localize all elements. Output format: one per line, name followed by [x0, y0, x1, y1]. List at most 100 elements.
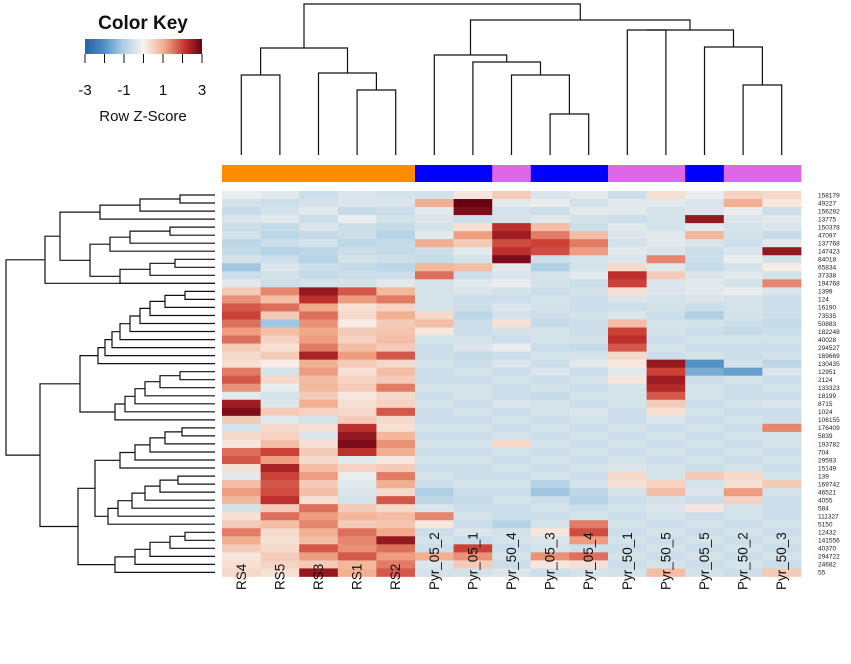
heatmap-cell — [762, 359, 802, 369]
heatmap-cell — [723, 223, 763, 232]
row-label: 182248 — [818, 329, 840, 336]
heatmap-cell — [685, 504, 725, 513]
row-dendrogram-branch — [179, 371, 215, 381]
heatmap-cell — [222, 568, 261, 577]
heatmap-cell — [646, 247, 686, 256]
heatmap-cell — [685, 327, 725, 336]
heatmap-cell — [492, 560, 532, 569]
heatmap-cell — [260, 423, 300, 433]
heatmap-cell — [569, 223, 609, 232]
heatmap-cell — [337, 568, 377, 577]
heatmap-cell — [685, 568, 725, 577]
row-dendrogram-branch — [149, 300, 215, 317]
group-bar-segment — [762, 165, 802, 182]
heatmap-cell — [762, 504, 802, 513]
heatmap-cell — [646, 415, 686, 425]
column-label: RS2 — [388, 564, 403, 590]
heatmap-cell — [299, 415, 339, 425]
heatmap-cell — [762, 560, 802, 569]
heatmap-cell — [762, 319, 802, 328]
heatmap-cell — [299, 480, 339, 489]
heatmap-cell — [646, 255, 686, 264]
heatmap-cell — [492, 191, 532, 200]
heatmap-cell — [453, 488, 493, 497]
group-bar-segment — [222, 165, 261, 182]
heatmap-cell — [762, 351, 802, 361]
heatmap-cell — [453, 439, 493, 449]
heatmap-cell — [608, 191, 647, 200]
heatmap-cell — [415, 319, 454, 328]
heatmap-cell — [260, 255, 300, 264]
heatmap-cell — [762, 191, 802, 200]
row-label: 294527 — [818, 345, 840, 352]
heatmap-cell — [685, 431, 725, 441]
heatmap-cell — [260, 504, 300, 513]
heatmap-cell — [492, 239, 532, 248]
heatmap-cell — [685, 407, 725, 417]
heatmap-cell — [762, 464, 802, 473]
heatmap-cell — [685, 439, 725, 449]
heatmap-cell — [762, 207, 802, 216]
heatmap-cell — [222, 423, 261, 433]
heatmap-cell — [685, 303, 725, 312]
heatmap-cell — [453, 383, 493, 393]
heatmap-cell — [415, 247, 454, 256]
heatmap-cell — [260, 439, 300, 449]
heatmap-cell — [492, 375, 532, 385]
heatmap-cell — [685, 560, 725, 569]
heatmap-cell — [762, 552, 802, 561]
heatmap-cell — [337, 215, 377, 224]
heatmap-cell — [569, 520, 609, 529]
heatmap-cell — [299, 191, 339, 200]
group-bar-segment — [569, 165, 609, 182]
group-bar-segment — [492, 165, 532, 182]
heatmap-cell — [492, 464, 532, 473]
heatmap-cell — [337, 423, 377, 433]
heatmap-cells — [222, 191, 802, 577]
heatmap-cell — [376, 247, 416, 256]
row-label: 12951 — [818, 369, 836, 376]
heatmap-cell — [337, 239, 377, 248]
heatmap-cell — [299, 423, 339, 433]
column-dendrogram-branch — [646, 29, 735, 47]
column-label: Pyr_05_2 — [427, 532, 442, 590]
heatmap-cell — [723, 447, 763, 457]
heatmap-cell — [646, 464, 686, 473]
heatmap-cell — [337, 375, 377, 385]
heatmap-cell — [530, 552, 570, 561]
heatmap-cell — [492, 303, 532, 312]
heatmap-cell — [530, 528, 570, 537]
heatmap-cell — [299, 295, 339, 304]
heatmap-cell — [646, 375, 686, 385]
column-label: Pyr_50_3 — [774, 532, 789, 590]
heatmap-cell — [337, 528, 377, 537]
heatmap-cell — [685, 520, 725, 529]
heatmap-cell — [646, 335, 686, 344]
row-label: 169742 — [818, 481, 840, 488]
row-dendrogram-branch — [109, 236, 215, 252]
heatmap-cell — [569, 295, 609, 304]
heatmap-cell — [492, 504, 532, 513]
heatmap-cell — [222, 552, 261, 561]
heatmap-cell — [260, 351, 300, 361]
row-dendrogram-branch — [164, 294, 215, 308]
heatmap-cell — [222, 496, 261, 505]
heatmap-cell — [376, 415, 416, 425]
row-label: 584 — [818, 505, 829, 512]
heatmap-cell — [376, 295, 416, 304]
heatmap-cell — [492, 407, 532, 417]
row-label: 5150 — [818, 522, 833, 529]
heatmap-cell — [569, 536, 609, 545]
heatmap-cell — [453, 327, 493, 336]
column-dendrogram-branch — [510, 74, 570, 155]
heatmap-cell — [608, 351, 647, 361]
heatmap-cell — [453, 512, 493, 521]
heatmap-cell — [415, 447, 454, 457]
heatmap-cell — [337, 407, 377, 417]
heatmap-cell — [646, 391, 686, 401]
heatmap-cell — [608, 327, 647, 336]
row-dendrogram-branch — [149, 262, 215, 276]
heatmap-cell — [530, 303, 570, 312]
heatmap-cell — [530, 423, 570, 433]
row-label: 12432 — [818, 530, 836, 537]
